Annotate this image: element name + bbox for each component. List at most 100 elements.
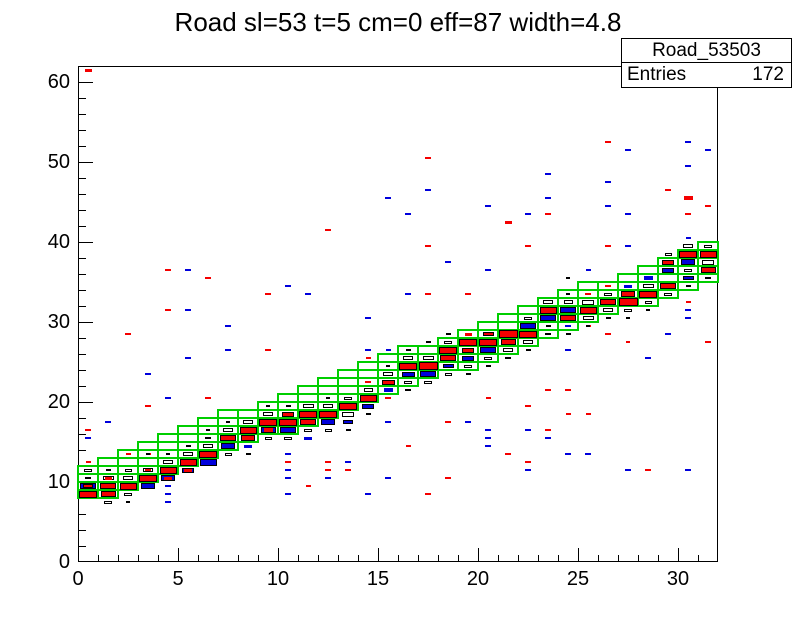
hit-box-blue (225, 325, 231, 327)
x-tick-label: 15 (366, 568, 390, 590)
hit-box-red (665, 189, 671, 191)
hit-box-red (425, 245, 431, 247)
hit-box-red (241, 435, 255, 441)
x-major-tick (478, 548, 479, 562)
hit-box-hollow (404, 381, 412, 384)
hit-box-blue (625, 245, 631, 247)
hit-box-blue (665, 333, 671, 335)
x-minor-tick (638, 555, 639, 562)
road-cell (617, 273, 639, 283)
hit-box-blue (244, 445, 252, 448)
hit-box-hollow (643, 284, 654, 288)
hit-box-blue (485, 269, 491, 271)
hit-box-red (545, 389, 551, 391)
hit-box-blue (585, 453, 591, 455)
hit-box-blue (420, 371, 436, 377)
hit-box-hollow (664, 293, 672, 296)
y-minor-tick (79, 434, 86, 435)
hit-box-hollow (125, 469, 132, 472)
hit-box-red (425, 293, 431, 295)
plot-frame (78, 66, 718, 562)
hit-box-hollow (645, 301, 652, 304)
hit-box-blue (145, 373, 151, 375)
y-major-tick (79, 82, 93, 83)
hit-box-red (164, 477, 172, 480)
hit-box-blue (165, 501, 171, 503)
hit-box-red (505, 453, 511, 455)
hit-box-black (486, 365, 491, 367)
hit-box-blue (185, 269, 191, 271)
hit-box-hollow (524, 317, 532, 320)
hit-box-black (606, 317, 611, 319)
x-minor-tick (518, 555, 519, 562)
hit-box-blue (285, 285, 291, 287)
x-minor-tick (238, 555, 239, 562)
road-cell (177, 425, 199, 435)
hit-box-black (386, 365, 390, 367)
x-minor-tick (318, 555, 319, 562)
hit-box-black (246, 453, 251, 455)
hit-box-red (325, 469, 331, 471)
y-minor-tick (79, 354, 86, 355)
hit-box-black (266, 405, 270, 407)
hit-box-blue (385, 197, 391, 199)
hit-box-blue (285, 453, 291, 455)
hit-box-hollow (323, 404, 333, 408)
hit-box-blue (605, 181, 611, 183)
hit-box-red (279, 419, 297, 426)
hit-box-red (645, 469, 651, 471)
road-cell (357, 361, 379, 371)
hit-box-red (306, 485, 311, 487)
hit-box-blue (304, 437, 312, 440)
x-minor-tick (158, 555, 159, 562)
hit-box-hollow (265, 437, 272, 440)
hit-box-hollow (163, 460, 173, 464)
hit-box-red (540, 307, 557, 314)
hit-box-blue (625, 213, 631, 215)
hit-box-hollow (704, 245, 712, 248)
hit-box-blue (85, 437, 91, 439)
hit-box-blue (165, 493, 171, 495)
hit-box-blue (185, 357, 191, 359)
road-cell (197, 417, 219, 427)
hit-box-red (425, 493, 431, 495)
y-minor-tick (79, 258, 86, 259)
hit-box-black (566, 293, 570, 295)
hit-box-red (605, 141, 611, 143)
hit-box-red (265, 293, 271, 295)
hit-box-red (445, 421, 451, 423)
hit-box-hollow (444, 341, 452, 344)
hit-box-blue (462, 356, 474, 361)
hit-box-red (580, 307, 597, 314)
hit-box-blue (402, 372, 415, 377)
y-major-tick (79, 402, 93, 403)
hit-box-hollow (263, 412, 273, 416)
hit-box-blue (225, 349, 231, 351)
hit-box-black (106, 469, 111, 471)
hit-box-red (525, 245, 531, 247)
x-minor-tick (498, 555, 499, 562)
stats-histogram-name: Road_53503 (622, 39, 791, 63)
y-minor-tick (79, 418, 86, 419)
hit-box-hollow (503, 348, 513, 352)
hit-box-red (621, 291, 635, 297)
hit-box-black (466, 373, 471, 375)
hit-box-red (139, 475, 157, 482)
hit-box-red (180, 459, 197, 466)
hit-box-red (662, 260, 674, 265)
hit-box-red (705, 341, 711, 343)
hit-box-blue (681, 259, 695, 265)
hit-box-blue (285, 477, 291, 479)
x-minor-tick (598, 555, 599, 562)
hit-box-hollow (364, 388, 373, 392)
y-major-tick (79, 242, 93, 243)
x-minor-tick (98, 555, 99, 562)
x-minor-tick (218, 555, 219, 562)
hit-box-blue (185, 309, 191, 311)
y-tick-label: 30 (47, 311, 70, 333)
x-minor-tick (558, 555, 559, 562)
hit-box-blue (485, 205, 491, 207)
road-cell (477, 321, 499, 331)
hit-box-blue (624, 285, 632, 288)
